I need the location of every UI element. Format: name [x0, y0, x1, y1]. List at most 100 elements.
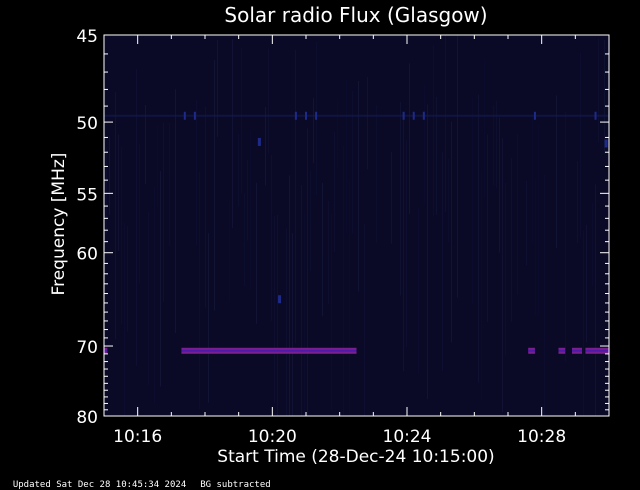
noise-streak — [343, 145, 344, 416]
noise-streak — [145, 105, 146, 185]
noise-streak — [406, 140, 407, 347]
x-tick-label: 10:24 — [383, 427, 432, 447]
y-tick-label: 70 — [76, 338, 98, 358]
noise-streak — [238, 133, 239, 207]
noise-streak — [577, 161, 578, 244]
noise-streak — [484, 59, 485, 198]
noise-streak — [445, 35, 446, 212]
isolated-emission-spots — [257, 137, 608, 304]
noise-streak — [544, 175, 545, 416]
x-tick-label: 10:20 — [248, 427, 297, 447]
noise-streak — [364, 224, 365, 416]
emission-spot — [278, 295, 282, 304]
noise-streak — [496, 100, 497, 188]
band-core — [585, 349, 609, 352]
noise-texture — [106, 35, 605, 416]
noise-streak — [118, 134, 119, 252]
noise-streak — [232, 39, 233, 229]
noise-streak — [328, 201, 329, 304]
faint-emission-line — [104, 111, 609, 120]
noise-streak — [448, 158, 449, 243]
noise-streak — [532, 114, 533, 243]
noise-streak — [127, 226, 128, 332]
updated-timestamp: Updated Sat Dec 28 10:45:34 2024 — [12, 480, 187, 490]
noise-streak — [265, 106, 266, 186]
noise-streak — [136, 69, 137, 366]
noise-streak — [604, 39, 605, 155]
noise-streak — [487, 134, 488, 323]
faint-line-dot — [422, 111, 425, 120]
noise-streak — [334, 131, 335, 253]
noise-streak — [583, 230, 584, 416]
faint-line-dot — [412, 111, 415, 120]
emission-spot — [604, 139, 608, 148]
faint-line-dot — [305, 111, 307, 120]
noise-streak — [376, 105, 377, 243]
noise-streak — [139, 144, 140, 284]
noise-streak — [313, 97, 314, 164]
noise-streak — [274, 216, 275, 403]
noise-streak — [424, 84, 425, 204]
noise-streak — [367, 77, 368, 170]
noise-streak — [268, 48, 269, 154]
noise-streak — [349, 180, 350, 416]
noise-streak — [310, 170, 311, 271]
chart-title: Solar radio Flux (Glasgow) — [224, 3, 487, 27]
noise-streak — [109, 136, 110, 216]
noise-streak — [217, 39, 218, 137]
x-tick-label: 10:28 — [517, 427, 566, 447]
noise-streak — [499, 117, 500, 253]
noise-streak — [124, 222, 125, 416]
noise-streak — [580, 53, 581, 238]
y-tick-label: 55 — [76, 185, 98, 205]
noise-streak — [517, 134, 518, 295]
noise-streak — [358, 80, 359, 292]
emission-spot — [257, 137, 261, 146]
noise-streak — [451, 121, 452, 343]
noise-streak — [241, 47, 242, 194]
noise-streak — [436, 96, 437, 216]
y-axis: 45 50 55 60 70 80 — [76, 27, 609, 428]
noise-streak — [247, 159, 248, 241]
noise-streak — [229, 201, 230, 302]
noise-streak — [301, 185, 302, 416]
noise-streak — [295, 50, 296, 344]
plot-background — [104, 35, 609, 416]
noise-streak — [526, 180, 527, 266]
noise-streak — [595, 184, 596, 416]
noise-streak — [250, 130, 251, 291]
noise-streak — [307, 128, 308, 416]
x-tick-label: 10:16 — [113, 427, 162, 447]
noise-streak — [304, 211, 305, 416]
noise-streak — [199, 172, 200, 410]
noise-streak — [442, 152, 443, 371]
band-core — [528, 349, 535, 352]
noise-streak — [478, 94, 479, 383]
band-core — [104, 349, 108, 352]
noise-streak — [196, 99, 197, 246]
noise-streak — [154, 186, 155, 404]
spectrogram-chart: 45 50 55 60 70 80 10:16 10:20 10:24 10:28 Solar … — [49, 3, 610, 467]
plot-frame — [103, 34, 610, 417]
noise-streak — [505, 182, 506, 355]
y-tick-label: 50 — [76, 114, 98, 134]
noise-streak — [208, 233, 209, 403]
noise-streak — [472, 96, 473, 305]
faint-line-dot — [533, 111, 536, 120]
noise-streak — [271, 155, 272, 321]
noise-streak — [556, 95, 557, 249]
noise-streak — [331, 213, 332, 411]
y-tick-label: 60 — [76, 245, 98, 265]
noise-streak — [160, 171, 161, 387]
noise-streak — [169, 122, 170, 247]
noise-streak — [409, 63, 410, 214]
x-axis-label: Start Time (28-Dec-24 10:15:00) — [217, 447, 494, 467]
noise-streak — [511, 158, 512, 322]
noise-streak — [337, 101, 338, 168]
noise-streak — [289, 175, 290, 416]
noise-streak — [244, 193, 245, 286]
noise-streak — [277, 214, 278, 416]
noise-streak — [163, 122, 164, 302]
noise-streak — [286, 228, 287, 416]
noise-streak — [322, 182, 323, 317]
